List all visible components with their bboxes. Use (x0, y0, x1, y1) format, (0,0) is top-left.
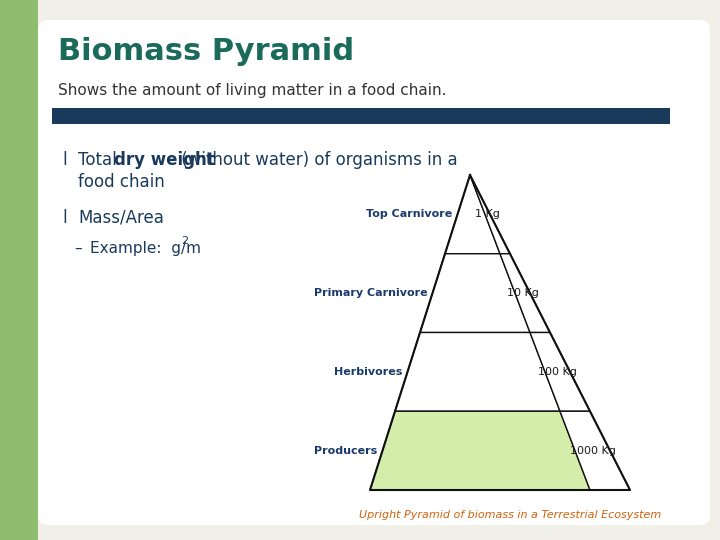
Polygon shape (470, 175, 510, 254)
Text: food chain: food chain (78, 173, 165, 191)
FancyBboxPatch shape (38, 20, 710, 525)
Text: dry weight: dry weight (114, 151, 215, 169)
Polygon shape (445, 175, 500, 254)
Text: Shows the amount of living matter in a food chain.: Shows the amount of living matter in a f… (58, 83, 446, 98)
Text: l: l (62, 151, 67, 169)
Polygon shape (420, 254, 530, 333)
Polygon shape (500, 254, 550, 333)
Text: 100 Kg: 100 Kg (538, 367, 577, 377)
Text: 2: 2 (181, 236, 188, 246)
Text: (without water) of organisms in a: (without water) of organisms in a (176, 151, 458, 169)
Polygon shape (560, 411, 630, 490)
Polygon shape (395, 333, 560, 411)
Text: Example:  g/m: Example: g/m (90, 240, 201, 255)
Text: 10 Kg: 10 Kg (507, 288, 539, 298)
Text: 1000 Kg: 1000 Kg (570, 446, 616, 456)
Text: 1 Kg: 1 Kg (475, 210, 500, 219)
Text: Mass/Area: Mass/Area (78, 209, 164, 227)
Bar (0, 0, 38, 540)
Text: Total: Total (78, 151, 122, 169)
Text: Biomass Pyramid: Biomass Pyramid (58, 37, 354, 66)
Polygon shape (530, 333, 590, 411)
Text: Herbivores: Herbivores (334, 367, 402, 377)
Text: l: l (62, 209, 67, 227)
Text: Producers: Producers (314, 446, 377, 456)
Text: Primary Carnivore: Primary Carnivore (314, 288, 428, 298)
Polygon shape (370, 411, 590, 490)
Text: Upright Pyramid of biomass in a Terrestrial Ecosystem: Upright Pyramid of biomass in a Terrestr… (359, 510, 661, 520)
Text: –: – (74, 240, 81, 255)
Bar (52, 108, 670, 124)
Text: Top Carnivore: Top Carnivore (366, 210, 452, 219)
